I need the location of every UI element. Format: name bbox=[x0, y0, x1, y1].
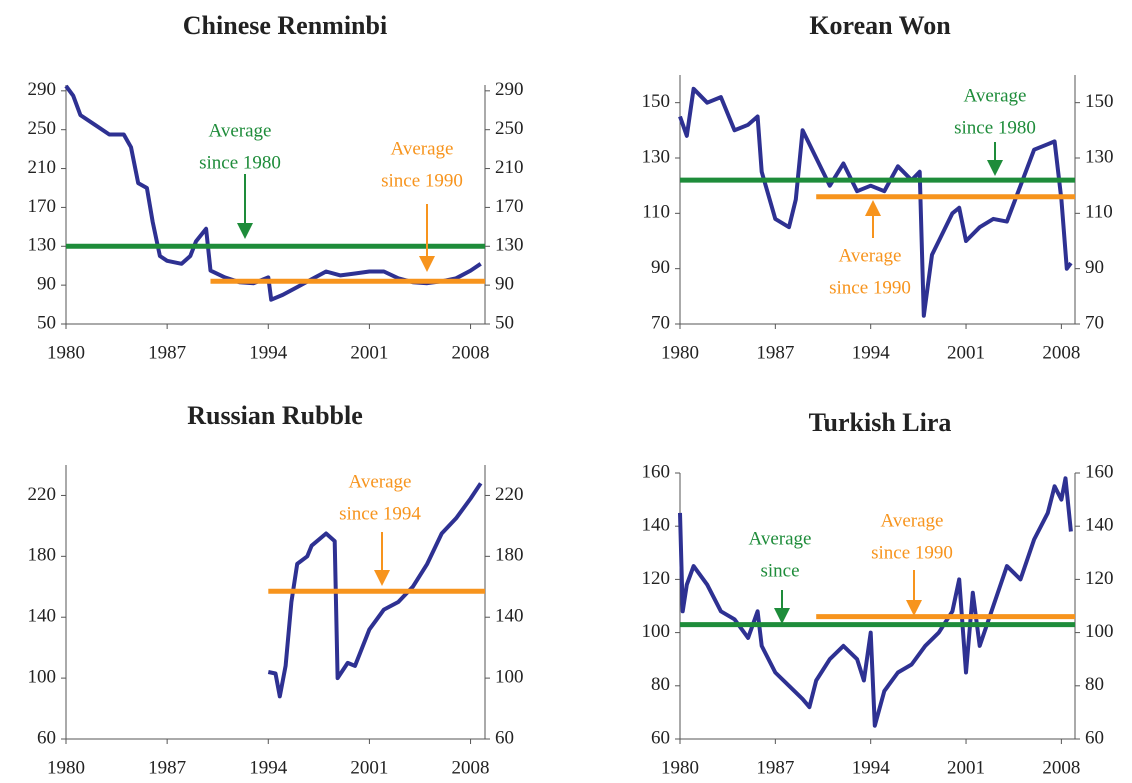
y-tick-label: 130 bbox=[642, 146, 671, 167]
y2-tick-label: 160 bbox=[1085, 461, 1114, 482]
y-tick-label: 50 bbox=[37, 312, 56, 333]
y2-tick-label: 250 bbox=[495, 118, 524, 139]
x-tick-label: 1980 bbox=[47, 757, 85, 778]
annotation: Average bbox=[964, 85, 1027, 106]
y-tick-label: 220 bbox=[28, 484, 57, 505]
panel-title: Russian Rubble bbox=[187, 401, 363, 430]
x-tick-label: 2008 bbox=[452, 342, 490, 363]
y2-tick-label: 180 bbox=[495, 545, 524, 566]
y2-tick-label: 290 bbox=[495, 79, 524, 100]
x-tick-label: 2001 bbox=[350, 757, 388, 778]
y-tick-label: 100 bbox=[28, 666, 57, 687]
x-tick-label: 1994 bbox=[249, 757, 288, 778]
annotation: since 1990 bbox=[381, 170, 463, 191]
x-tick-label: 1994 bbox=[852, 757, 891, 778]
y2-tick-label: 210 bbox=[495, 157, 524, 178]
x-tick-label: 1980 bbox=[661, 757, 699, 778]
x-tick-label: 1987 bbox=[148, 757, 186, 778]
x-tick-label: 2001 bbox=[350, 342, 388, 363]
annotation: Average bbox=[881, 510, 944, 531]
y-tick-label: 90 bbox=[651, 257, 670, 278]
y-tick-label: 250 bbox=[28, 118, 57, 139]
panel-title: Chinese Renminbi bbox=[183, 11, 387, 40]
x-tick-label: 1980 bbox=[661, 342, 699, 363]
y2-tick-label: 120 bbox=[1085, 568, 1114, 589]
rate-line bbox=[267, 482, 483, 699]
y2-tick-label: 130 bbox=[495, 235, 524, 256]
x-tick-label: 1987 bbox=[148, 342, 186, 363]
y2-tick-label: 90 bbox=[495, 273, 514, 294]
annotation: Average bbox=[391, 138, 454, 159]
y-tick-label: 170 bbox=[28, 196, 57, 217]
x-tick-label: 2008 bbox=[452, 757, 490, 778]
y2-tick-label: 220 bbox=[495, 484, 524, 505]
y-tick-label: 140 bbox=[642, 515, 671, 536]
y2-tick-label: 110 bbox=[1085, 202, 1113, 223]
y2-tick-label: 170 bbox=[495, 196, 524, 217]
x-tick-label: 1987 bbox=[756, 757, 794, 778]
y-tick-label: 100 bbox=[642, 621, 671, 642]
y-tick-label: 150 bbox=[642, 91, 671, 112]
rate-line bbox=[678, 476, 1073, 728]
y-tick-label: 210 bbox=[28, 157, 57, 178]
y2-tick-label: 70 bbox=[1085, 312, 1104, 333]
y2-tick-label: 60 bbox=[495, 727, 514, 748]
y2-tick-label: 50 bbox=[495, 312, 514, 333]
annotation: since bbox=[760, 560, 799, 581]
y-tick-label: 120 bbox=[642, 568, 671, 589]
y-tick-label: 90 bbox=[37, 273, 56, 294]
y-tick-label: 70 bbox=[651, 312, 670, 333]
annotation: since 1994 bbox=[339, 503, 421, 524]
annotation: Average bbox=[749, 528, 812, 549]
y-tick-label: 140 bbox=[28, 606, 57, 627]
annotation: Average bbox=[209, 120, 272, 141]
y2-tick-label: 140 bbox=[495, 606, 524, 627]
x-tick-label: 2001 bbox=[947, 342, 985, 363]
y2-tick-label: 100 bbox=[495, 666, 524, 687]
y-tick-label: 130 bbox=[28, 235, 57, 256]
y-tick-label: 60 bbox=[651, 727, 670, 748]
y-tick-label: 110 bbox=[642, 202, 670, 223]
panel-title: Turkish Lira bbox=[809, 408, 952, 437]
y2-tick-label: 100 bbox=[1085, 621, 1114, 642]
y2-tick-label: 150 bbox=[1085, 91, 1114, 112]
y2-tick-label: 140 bbox=[1085, 515, 1114, 536]
x-tick-label: 2008 bbox=[1042, 342, 1080, 363]
panel-title: Korean Won bbox=[809, 11, 951, 40]
y-tick-label: 80 bbox=[651, 674, 670, 695]
x-tick-label: 1987 bbox=[756, 342, 794, 363]
annotation: since 1990 bbox=[829, 277, 911, 298]
y2-tick-label: 80 bbox=[1085, 674, 1104, 695]
y-tick-label: 60 bbox=[37, 727, 56, 748]
y2-tick-label: 130 bbox=[1085, 146, 1114, 167]
y-tick-label: 160 bbox=[642, 461, 671, 482]
annotation: since 1980 bbox=[954, 117, 1036, 138]
y2-tick-label: 60 bbox=[1085, 727, 1104, 748]
x-tick-label: 1994 bbox=[249, 342, 288, 363]
y-tick-label: 290 bbox=[28, 79, 57, 100]
x-tick-label: 1994 bbox=[852, 342, 891, 363]
annotation: since 1980 bbox=[199, 152, 281, 173]
annotation: Average bbox=[349, 471, 412, 492]
rate-line bbox=[64, 84, 482, 302]
annotation: since 1990 bbox=[871, 542, 953, 563]
y-tick-label: 180 bbox=[28, 545, 57, 566]
annotation: Average bbox=[839, 245, 902, 266]
x-tick-label: 2008 bbox=[1042, 757, 1080, 778]
x-tick-label: 1980 bbox=[47, 342, 85, 363]
x-tick-label: 2001 bbox=[947, 757, 985, 778]
y2-tick-label: 90 bbox=[1085, 257, 1104, 278]
